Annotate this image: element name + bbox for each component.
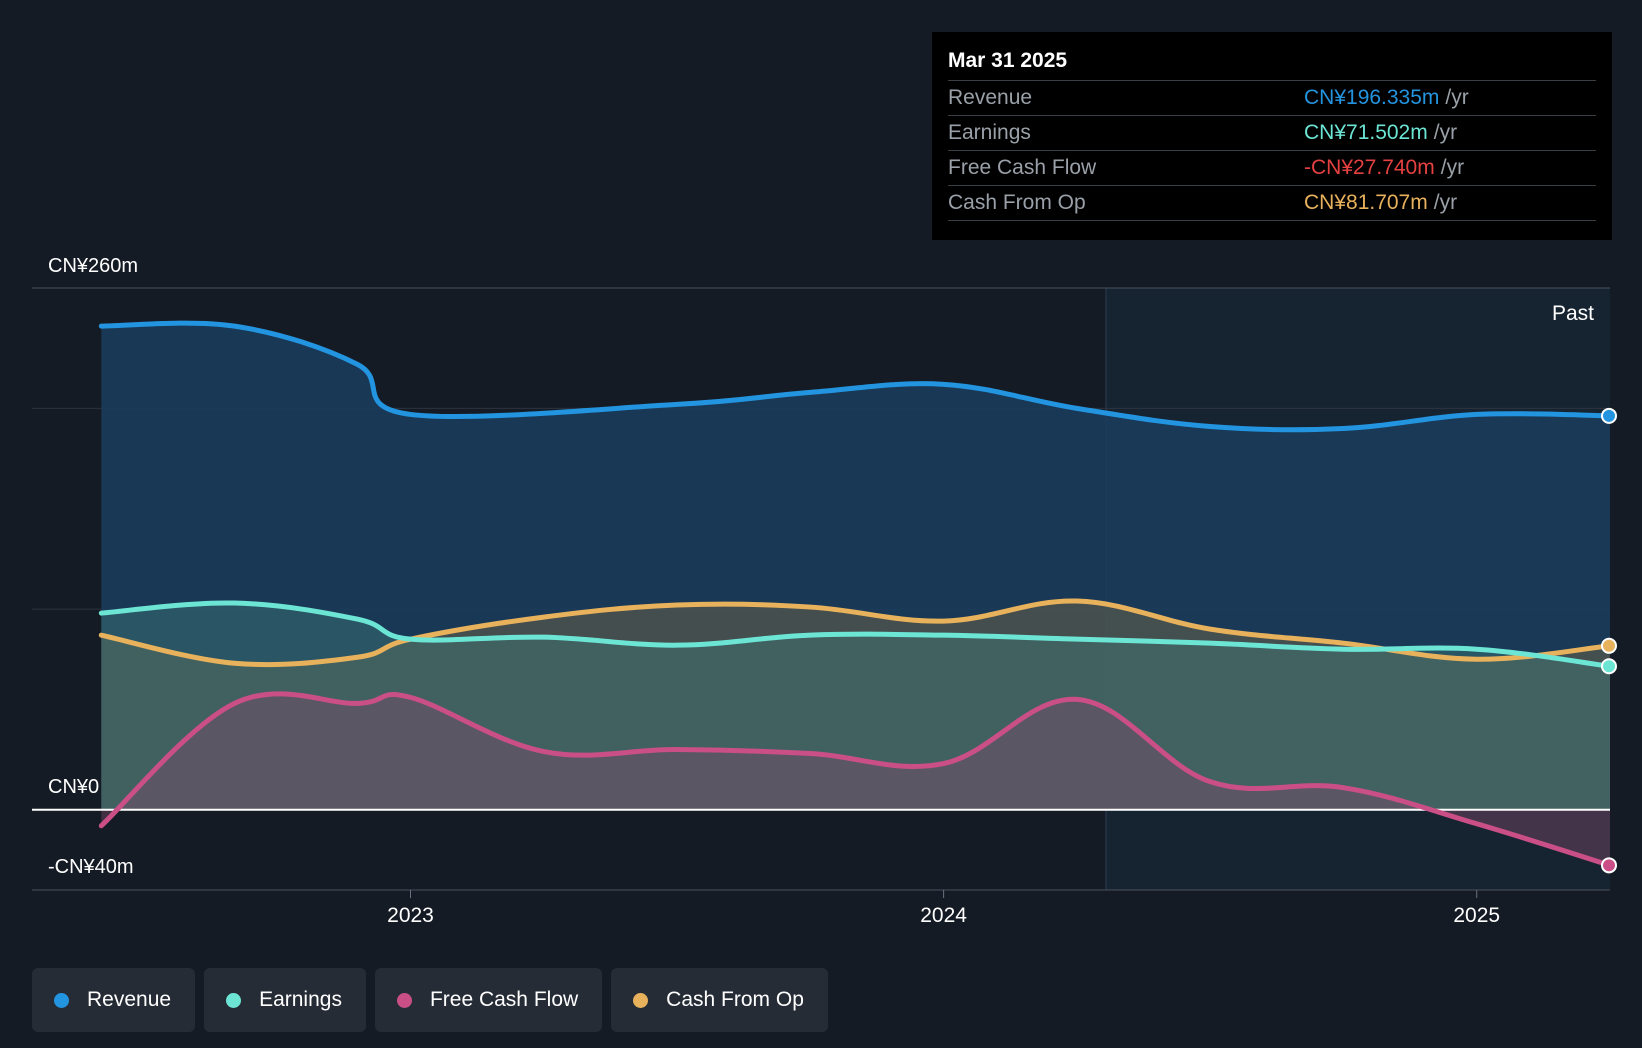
tooltip-row-value: CN¥71.502m bbox=[1304, 121, 1428, 144]
x-tick-label-2024: 2024 bbox=[920, 904, 967, 927]
end-dot-free-cash-flow bbox=[1601, 857, 1617, 874]
tooltip-row-name: Free Cash Flow bbox=[948, 156, 1097, 179]
y-label-zero: CN¥0 bbox=[48, 776, 99, 798]
tooltip-row-name: Cash From Op bbox=[948, 191, 1086, 214]
line-cash-from-op bbox=[98, 598, 1610, 668]
end-dot-cash-from-op bbox=[1601, 637, 1617, 654]
legend-dot-icon bbox=[54, 992, 69, 1008]
legend-item-revenue[interactable]: Revenue bbox=[32, 968, 196, 1032]
tooltip-row-name: Earnings bbox=[948, 121, 1031, 144]
tooltip-row-earnings: Earnings CN¥71.502m /yr bbox=[948, 115, 1596, 150]
legend-dot-icon bbox=[226, 992, 242, 1008]
y-label-bottom: -CN¥40m bbox=[48, 856, 134, 878]
end-dot-earnings bbox=[1601, 658, 1617, 675]
past-label: Past bbox=[1552, 302, 1594, 325]
legend: Revenue Earnings Free Cash Flow Cash Fro… bbox=[32, 968, 828, 1032]
legend-label: Revenue bbox=[87, 988, 172, 1011]
tooltip-row-free-cash-flow: Free Cash Flow -CN¥27.740m /yr bbox=[948, 150, 1596, 185]
line-revenue bbox=[98, 320, 1610, 433]
tooltip-row-value: CN¥196.335m bbox=[1304, 86, 1440, 109]
tooltip-row-name: Revenue bbox=[948, 86, 1033, 109]
tooltip-row-unit: /yr bbox=[1440, 156, 1465, 179]
end-dot-revenue bbox=[1601, 407, 1617, 424]
tooltip-row-revenue: Revenue CN¥196.335m /yr bbox=[948, 80, 1596, 115]
legend-item-free-cash-flow[interactable]: Free Cash Flow bbox=[374, 968, 603, 1032]
series-lines bbox=[98, 320, 1610, 868]
x-tick-label-2025: 2025 bbox=[1453, 904, 1500, 927]
tooltip-row-value: CN¥81.707m bbox=[1304, 191, 1428, 214]
legend-label: Free Cash Flow bbox=[429, 988, 579, 1011]
line-earnings bbox=[98, 600, 1610, 669]
series-areas bbox=[101, 323, 1610, 866]
area-free-cash-flow bbox=[101, 693, 1610, 866]
tooltip-row-unit: /yr bbox=[1433, 191, 1458, 214]
legend-dot-icon bbox=[633, 992, 649, 1008]
legend-label: Earnings bbox=[259, 988, 342, 1011]
area-earnings bbox=[101, 602, 1610, 810]
tooltip-row-unit: /yr bbox=[1445, 86, 1469, 109]
tooltip-panel: Mar 31 2025 Revenue CN¥196.335m /yr Earn… bbox=[932, 32, 1612, 240]
line-free-cash-flow bbox=[98, 691, 1610, 868]
tooltip-row-cash-from-op: Cash From Op CN¥81.707m /yr bbox=[948, 185, 1596, 221]
tooltip-row-value: -CN¥27.740m bbox=[1304, 156, 1435, 179]
x-tick-label-2023: 2023 bbox=[387, 904, 434, 927]
x-axis-ticks: 2023 2024 2025 bbox=[387, 890, 1500, 927]
tooltip-row-unit: /yr bbox=[1433, 121, 1458, 144]
area-cash-from-op bbox=[101, 600, 1610, 810]
legend-dot-icon bbox=[396, 992, 412, 1008]
tooltip-date: Mar 31 2025 bbox=[948, 49, 1068, 72]
y-label-top: CN¥260m bbox=[48, 255, 138, 277]
series-end-dots bbox=[1601, 407, 1617, 874]
legend-item-earnings[interactable]: Earnings bbox=[204, 968, 366, 1032]
legend-label: Cash From Op bbox=[666, 988, 804, 1011]
area-revenue bbox=[101, 323, 1610, 810]
legend-item-cash-from-op[interactable]: Cash From Op bbox=[611, 968, 828, 1032]
